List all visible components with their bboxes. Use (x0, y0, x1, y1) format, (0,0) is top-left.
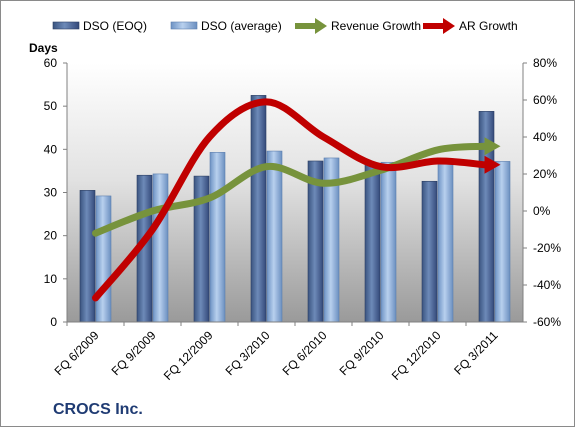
bar-dso-average-3 (266, 150, 283, 323)
bar-dso-average-7 (494, 161, 511, 323)
legend-label-dso-eoq-: DSO (EOQ) (83, 19, 147, 33)
legend-label-dso-average-: DSO (average) (201, 19, 282, 33)
y2-tick-label-3: 0% (533, 204, 551, 218)
legend-swatch-dso-eoq- (52, 21, 80, 30)
y2-tick-label-5: 40% (533, 130, 557, 144)
y2-tick-label-2: -20% (533, 241, 561, 255)
y2-tick-label-6: 60% (533, 93, 557, 107)
legend: DSO (EOQ) DSO (average) Revenue Growth AR G… (52, 18, 518, 34)
legend-swatch-dso-average- (170, 21, 198, 30)
legend-label-revenue-growth: Revenue Growth (331, 19, 421, 33)
x-tick-label-0: FQ 6/2009 (52, 328, 102, 378)
series-line-ar-growth (92, 98, 488, 302)
plot-area (67, 63, 523, 322)
y2-tick-label-4: 20% (533, 167, 557, 181)
bar-dso-average-1 (152, 173, 169, 323)
y2-tick-label-0: -60% (533, 315, 561, 329)
legend-arrow-ar-growth (443, 18, 455, 34)
bar-dso-average-2 (209, 152, 226, 323)
x-tick-label-3: FQ 3/2010 (223, 328, 273, 378)
x-tick-label-6: FQ 12/2010 (389, 328, 444, 383)
y-tick-label-0: 0 (50, 315, 57, 329)
bar-dso-eoq-5 (364, 164, 381, 323)
x-tick-label-7: FQ 3/2011 (451, 328, 501, 378)
bar-dso-average-6 (437, 160, 454, 323)
bar-dso-eoq-3 (250, 95, 267, 323)
company-name: CROCS Inc. (53, 401, 143, 418)
x-tick-label-1: FQ 9/2009 (109, 328, 159, 378)
y-tick-label-4: 40 (44, 142, 58, 156)
y-tick-label-2: 20 (44, 229, 58, 243)
y-axis-title: Days (29, 41, 58, 55)
legend-arrow-revenue-growth (315, 18, 327, 34)
y-tick-label-6: 60 (44, 56, 58, 70)
bar-dso-average-0 (95, 195, 112, 323)
y-tick-label-3: 30 (44, 186, 58, 200)
y-tick-label-1: 10 (44, 272, 58, 286)
series-arrowhead-revenue-growth (484, 137, 501, 156)
bar-dso-eoq-6 (421, 180, 438, 323)
x-tick-label-2: FQ 12/2009 (161, 328, 216, 383)
bar-dso-average-5 (380, 161, 397, 323)
y2-tick-label-1: -40% (533, 278, 561, 292)
x-tick-label-5: FQ 9/2010 (337, 328, 387, 378)
x-tick-label-4: FQ 6/2010 (280, 328, 330, 378)
bar-dso-eoq-0 (79, 190, 96, 323)
series-line-revenue-growth (92, 142, 488, 237)
y-tick-label-5: 50 (44, 99, 58, 113)
series-arrowhead-ar-growth (484, 155, 501, 174)
lines-layer (92, 98, 501, 302)
legend-label-ar-growth: AR Growth (459, 19, 518, 33)
y2-tick-label-7: 80% (533, 56, 557, 70)
